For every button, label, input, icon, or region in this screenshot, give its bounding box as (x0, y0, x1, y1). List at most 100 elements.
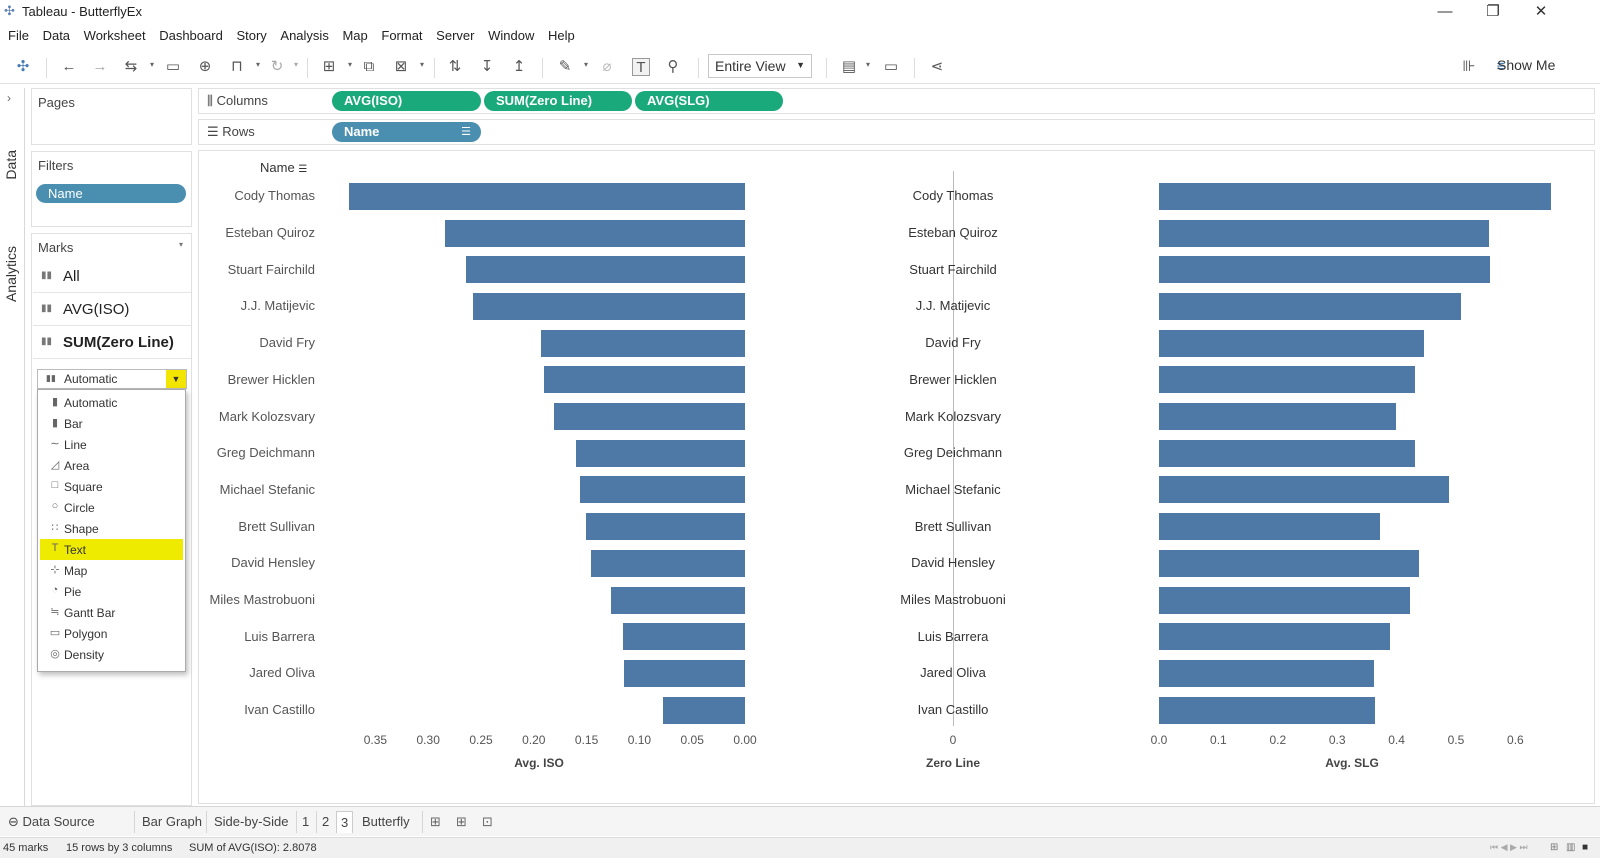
highlight-caret-icon[interactable]: ▾ (584, 60, 589, 69)
chevron-down-icon[interactable]: ▼ (166, 370, 186, 388)
presentation-mode-icon[interactable]: ▭ (883, 58, 899, 75)
menu-data[interactable]: Data (42, 28, 71, 43)
menu-map[interactable]: Map (342, 28, 368, 43)
sheet-tab-1[interactable]: 1 (302, 814, 310, 829)
new-dashboard-tab-icon[interactable]: ⊞ (456, 814, 467, 829)
show-cards-icon[interactable]: ▤ (841, 58, 857, 75)
new-worksheet-icon[interactable]: ⊞ (322, 58, 336, 75)
minimize-button[interactable]: — (1437, 3, 1453, 20)
close-button[interactable]: ✕ (1534, 3, 1548, 20)
rows-label: Rows (222, 124, 255, 139)
row-pill-name[interactable]: Name ☰ (332, 122, 481, 142)
sheet-tab-bar-graph[interactable]: Bar Graph (142, 814, 202, 829)
row-header-name[interactable]: Name ☰ (260, 160, 308, 175)
mark-option-text[interactable]: T Text (40, 539, 183, 560)
mark-option-map[interactable]: ⊹ Map (40, 560, 183, 581)
zero-line-label: Esteban Quiroz (908, 225, 998, 241)
redo-icon[interactable]: → (92, 58, 108, 75)
menu-story[interactable]: Story (236, 28, 267, 43)
show-me-icon[interactable]: ⊪ (1462, 58, 1476, 75)
fix-axes-icon[interactable]: ⚲ (667, 58, 679, 75)
iso-bar (610, 586, 745, 614)
sheet-sorter-view-icon[interactable]: ⊞ (1550, 842, 1559, 853)
mark-type-select[interactable]: ▮▮ Automatic ▼ (37, 369, 187, 389)
clear-sheet-icon[interactable]: ⊠ (394, 58, 408, 75)
mark-option-gantt-bar[interactable]: ≒ Gantt Bar (40, 602, 183, 623)
show-me-chart-icon[interactable]: ≡ (1496, 58, 1506, 75)
menu-worksheet[interactable]: Worksheet (83, 28, 146, 43)
tableau-home-icon[interactable]: ✣ (16, 58, 30, 75)
mark-option-bar[interactable]: ▮ Bar (40, 413, 183, 434)
column-pill-avg-iso[interactable]: AVG(ISO) (332, 91, 481, 111)
group-members-icon[interactable]: ⌀ (602, 58, 612, 75)
mark-option-density[interactable]: ◎ Density (40, 644, 183, 665)
column-pill-avg-slg[interactable]: AVG(SLG) (635, 91, 783, 111)
show-me-button[interactable]: Show Me (1497, 57, 1556, 73)
pages-card[interactable]: Pages (31, 88, 192, 145)
save-icon[interactable]: ▭ (165, 58, 181, 75)
duplicate-icon[interactable]: ⧉ (363, 58, 375, 75)
clear-caret-icon[interactable]: ▾ (420, 60, 425, 69)
show-cards-caret-icon[interactable]: ▾ (866, 60, 871, 69)
new-worksheet-caret-icon[interactable]: ▾ (348, 60, 353, 69)
sort-descending-icon[interactable]: ↥ (512, 58, 526, 75)
expand-panel-icon[interactable]: › (7, 91, 11, 105)
filters-card[interactable]: Filters Name (31, 151, 192, 227)
square-icon: □ (51, 479, 59, 491)
mark-option-square[interactable]: □ Square (40, 476, 183, 497)
marks-all-row[interactable]: ▮▮ All (33, 263, 191, 293)
marks-avg-iso-row[interactable]: ▮▮ AVG(ISO) (33, 296, 191, 326)
menu-window[interactable]: Window (488, 28, 535, 43)
sheet-tab-butterfly[interactable]: Butterfly (362, 814, 410, 829)
sheet-tab-side-by-side[interactable]: Side-by-Side (214, 814, 289, 829)
mark-option-circle[interactable]: ○ Circle (40, 497, 183, 518)
mark-option-automatic[interactable]: ▮ Automatic (40, 392, 183, 413)
replay-caret-icon[interactable]: ▾ (150, 60, 155, 69)
pause-caret-icon[interactable]: ▾ (256, 60, 261, 69)
filmstrip-view-icon[interactable]: ▥ (1566, 842, 1576, 853)
slg-bar (1159, 439, 1415, 467)
mark-option-polygon[interactable]: ▭ Polygon (49, 627, 108, 641)
slg-bar (1159, 696, 1375, 724)
marks-zero-line-row[interactable]: ▮▮ SUM(Zero Line) (33, 329, 191, 359)
mark-option-pie[interactable]: ◔ Pie (40, 581, 183, 602)
map-icon: ⊹ (50, 564, 60, 576)
menu-server[interactable]: Server (436, 28, 475, 43)
sheet-tab-2[interactable]: 2 (322, 814, 330, 829)
mark-option-shape[interactable]: ∷ Shape (40, 518, 183, 539)
mark-option-line[interactable]: ∼ Line (40, 434, 183, 455)
sheet-tab-3[interactable]: 3 (336, 811, 354, 833)
marks-menu-caret-icon[interactable]: ▾ (178, 240, 183, 249)
sort-ascending-icon[interactable]: ↧ (480, 58, 494, 75)
refresh-caret-icon[interactable]: ▾ (294, 60, 299, 69)
show-mark-labels-icon[interactable]: T (632, 58, 650, 76)
menu-analysis[interactable]: Analysis (280, 28, 329, 43)
highlight-icon[interactable]: ✎ (558, 58, 572, 75)
data-source-tab[interactable]: ⊖ Data Source (8, 814, 95, 829)
pause-updates-icon[interactable]: ⊓ (231, 58, 243, 75)
undo-icon[interactable]: ← (61, 58, 77, 75)
column-pill-zero-line[interactable]: SUM(Zero Line) (484, 91, 632, 111)
menu-dashboard[interactable]: Dashboard (159, 28, 223, 43)
menu-help[interactable]: Help (547, 28, 575, 43)
mark-option-area[interactable]: ◿ Area (40, 455, 183, 476)
new-worksheet-tab-icon[interactable]: ⊞ (430, 814, 441, 829)
filters-title: Filters (38, 158, 74, 173)
restore-button[interactable]: ❐ (1486, 3, 1500, 20)
share-icon[interactable]: ⋖ (930, 58, 944, 75)
filter-pill-name[interactable]: Name (36, 184, 186, 203)
iso-bar (590, 549, 745, 577)
refresh-icon[interactable]: ↻ (270, 58, 284, 75)
sort-icon[interactable]: ☰ (461, 126, 471, 138)
tabs-view-icon[interactable]: ■ (1582, 842, 1589, 853)
new-story-tab-icon[interactable]: ⊡ (482, 814, 493, 829)
data-tab[interactable]: Data (3, 150, 19, 180)
swap-rows-columns-icon[interactable]: ⇅ (448, 58, 462, 75)
fit-view-select[interactable]: Entire View ▼ (708, 54, 812, 78)
replay-icon[interactable]: ⇆ (124, 58, 138, 75)
menu-file[interactable]: File (8, 28, 29, 43)
new-data-source-icon[interactable]: ⊕ (198, 58, 212, 75)
sheet-navigation-icon[interactable]: ⏮ ◀ ▶ ⏭ (1490, 842, 1528, 852)
analytics-tab[interactable]: Analytics (3, 246, 19, 303)
menu-format[interactable]: Format (381, 28, 423, 43)
